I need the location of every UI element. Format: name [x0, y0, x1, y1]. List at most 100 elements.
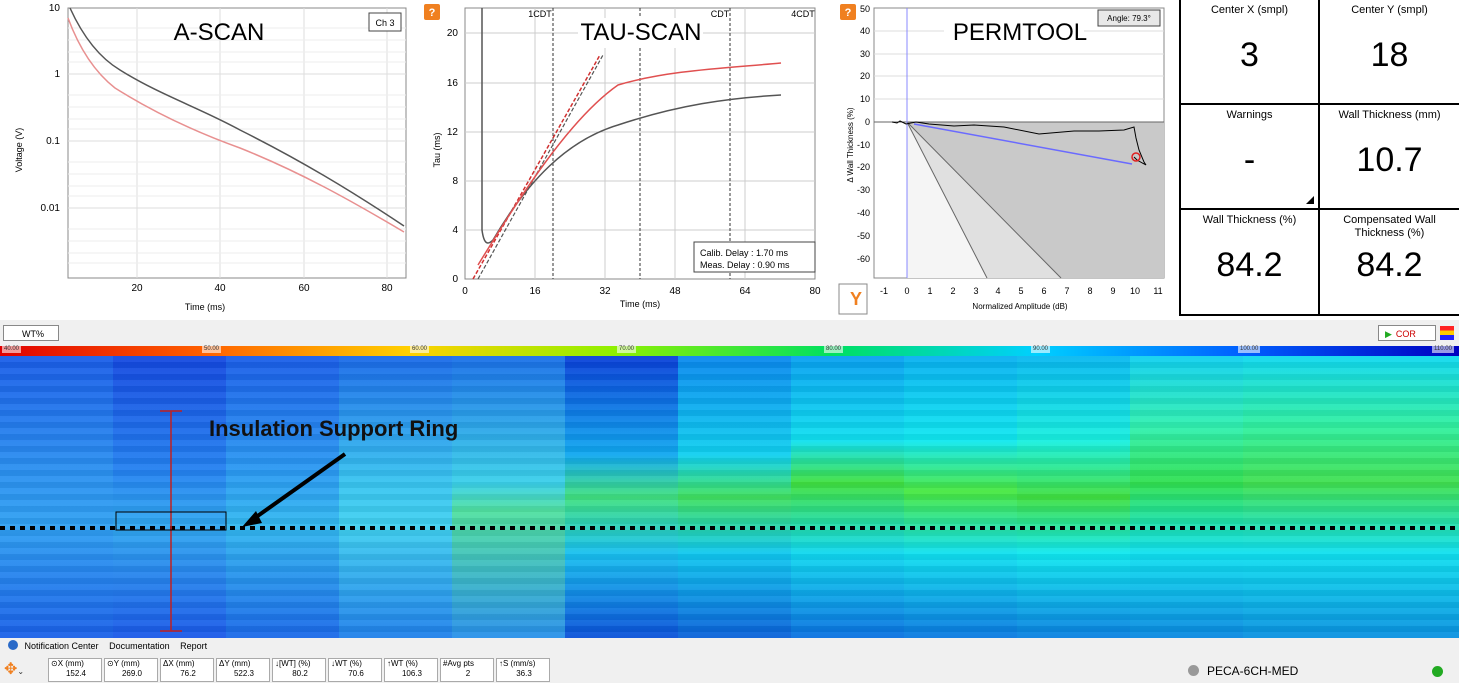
perm-ylabel: Δ Wall Thickness (%) — [846, 107, 855, 182]
metric-value: 70.6 — [348, 669, 364, 678]
permtool-title: PERMTOOL — [953, 19, 1087, 46]
channel-badge[interactable] — [368, 12, 402, 32]
scale-tick: 100.00 — [1238, 346, 1261, 353]
channel-label: Ch 3 — [375, 18, 394, 28]
meas-delay: Meas. Delay : 0.90 ms — [700, 260, 790, 270]
tau-xtick: 64 — [739, 286, 751, 297]
tauscan-title: TAU-SCAN — [581, 19, 702, 46]
perm-xtick: 8 — [1087, 286, 1092, 296]
y-axis-button[interactable] — [838, 283, 868, 315]
metric-dx: ΔX (mm) 76.2 — [160, 658, 214, 682]
metric-value: 106.3 — [401, 669, 423, 678]
perm-xtick: 11 — [1153, 286, 1162, 296]
perm-xtick: 7 — [1064, 286, 1069, 296]
tab-notification-center[interactable]: Notification Center — [24, 641, 99, 651]
metric-value: 36.3 — [516, 669, 532, 678]
perm-help-icon[interactable] — [840, 4, 856, 20]
metric-label: ⊙X (mm) — [51, 659, 84, 668]
move-icon[interactable]: ✥⌄ — [4, 661, 25, 678]
metric-value: 152.4 — [65, 669, 87, 678]
tab-report[interactable]: Report — [180, 641, 208, 651]
tauscan-chart: 20 16 12 8 4 0 0 16 32 48 64 80 1CDT CDT… — [424, 4, 821, 309]
perm-ytick: -60 — [857, 254, 870, 264]
cor-button[interactable]: ▶ COR — [1378, 325, 1436, 341]
cscan-heatmap[interactable]: Insulation Support Ring — [0, 356, 1459, 638]
perm-ytick: 20 — [860, 71, 870, 81]
annotation-label: Insulation Support Ring — [209, 416, 459, 441]
stat-warnings[interactable]: Warnings - — [1181, 105, 1320, 210]
palette-icon[interactable] — [1440, 326, 1454, 340]
metric-label: ΔX (mm) — [163, 659, 195, 668]
permtool-panel: 50 40 30 20 10 0 -10 -20 -30 -40 -50 -60… — [834, 0, 1174, 318]
corner-marker-icon — [1306, 196, 1314, 204]
tau-ylabel: Tau (ms) — [432, 132, 442, 167]
metric-min-wt: ↓WT (%) 70.6 — [328, 658, 382, 682]
perm-xtick: 1 — [927, 286, 932, 296]
metric-y: ⊙Y (mm) 269.0 — [104, 658, 158, 682]
stat-value: 84.2 — [1356, 246, 1423, 284]
connection-icon[interactable] — [1432, 666, 1443, 677]
tau-xtick: 48 — [669, 286, 681, 297]
perm-xtick: 2 — [950, 286, 955, 296]
calib-delay: Calib. Delay : 1.70 ms — [700, 248, 789, 258]
ascan-title: A-SCAN — [174, 19, 265, 46]
ascan-xtick: 20 — [131, 283, 143, 294]
stat-center-x: Center X (smpl) 3 — [1181, 0, 1320, 105]
angle-badge — [1097, 9, 1161, 27]
metric-dy: ΔY (mm) 522.3 — [216, 658, 270, 682]
stat-wall-thickness-mm: Wall Thickness (mm) 10.7 — [1320, 105, 1459, 210]
perm-xtick: 10 — [1130, 286, 1140, 296]
stat-label: Center Y (smpl) — [1351, 4, 1428, 16]
tau-ytick: 0 — [452, 274, 458, 285]
tau-marker-1cdt: 1CDT — [528, 9, 552, 19]
scale-tick: 90.00 — [1031, 346, 1051, 353]
ascan-xtick: 60 — [298, 283, 310, 294]
stat-label: Wall Thickness (mm) — [1338, 109, 1441, 121]
tau-ytick: 12 — [447, 127, 459, 138]
metric-label: ↓WT (%) — [331, 659, 362, 668]
stat-label: Center X (smpl) — [1210, 4, 1289, 16]
cscan-toolbar — [0, 320, 1459, 346]
perm-xtick: 4 — [995, 286, 1000, 296]
ascan-ylabel: Voltage (V) — [14, 128, 24, 173]
ascan-xtick: 40 — [214, 283, 226, 294]
perm-xtick: 6 — [1041, 286, 1046, 296]
stat-value: 10.7 — [1356, 141, 1423, 179]
scale-tick: 40.00 — [2, 346, 22, 353]
scale-tick: 70.00 — [617, 346, 637, 353]
svg-text:Y: Y — [850, 289, 862, 309]
tau-marker-4cdt: 4CDT — [791, 9, 815, 19]
cor-label: COR — [1395, 329, 1416, 339]
device-icon — [1188, 665, 1199, 676]
metric-value: 80.2 — [292, 669, 308, 678]
metric-label: ΔY (mm) — [219, 659, 251, 668]
ascan-xtick: 80 — [381, 283, 393, 294]
svg-text:?: ? — [845, 7, 852, 19]
tau-marker-cdt: CDT — [711, 9, 730, 19]
metric-avg-pts: #Avg pts 2 — [440, 658, 494, 682]
metric-label: ⊙Y (mm) — [107, 659, 140, 668]
perm-ytick: 0 — [865, 117, 870, 127]
stats-grid: Center X (smpl) 3 Center Y (smpl) 18 War… — [1179, 0, 1459, 316]
perm-xlabel: Normalized Amplitude (dB) — [972, 302, 1067, 311]
status-bar: Notification Center Documentation Report… — [0, 638, 1459, 683]
metric-label: ↑WT (%) — [387, 659, 418, 668]
tau-help-icon[interactable] — [424, 4, 440, 20]
ascan-xlabel: Time (ms) — [185, 302, 225, 312]
tau-ytick: 16 — [447, 78, 459, 89]
scale-tick: 80.00 — [824, 346, 844, 353]
perm-ytick: 10 — [860, 94, 870, 104]
metric-label: #Avg pts — [443, 659, 474, 668]
ascan-ytick: 0.01 — [41, 203, 61, 214]
scale-tick: 60.00 — [410, 346, 430, 353]
wt-mode-select[interactable]: WT% — [3, 325, 59, 341]
perm-ytick: -40 — [857, 208, 870, 218]
tau-ytick: 4 — [452, 225, 458, 236]
svg-text:?: ? — [429, 7, 436, 19]
tau-xtick: 80 — [809, 286, 821, 297]
stat-value: 84.2 — [1216, 246, 1283, 284]
permtool-chart: 50 40 30 20 10 0 -10 -20 -30 -40 -50 -60… — [838, 4, 1165, 315]
metric-value: 522.3 — [233, 669, 255, 678]
metric-x: ⊙X (mm) 152.4 — [48, 658, 102, 682]
tab-documentation[interactable]: Documentation — [109, 641, 170, 651]
